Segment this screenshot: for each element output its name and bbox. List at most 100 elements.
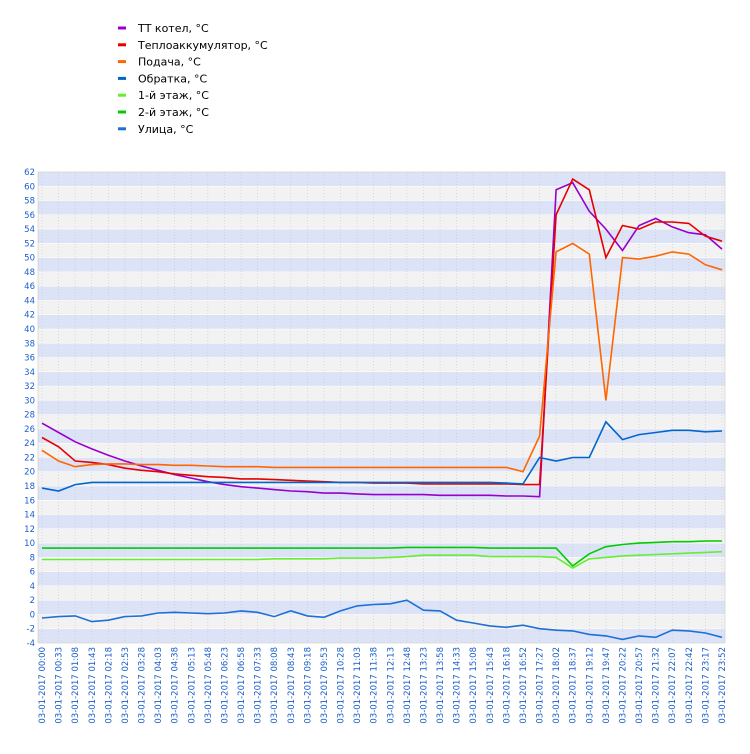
x-tick-label: 03-01-2017 18:02: [552, 647, 562, 724]
x-tick-label: 03-01-2017 05:48: [204, 647, 214, 724]
band: [38, 614, 725, 629]
x-tick-label: 03-01-2017 16:52: [519, 647, 529, 724]
legend-label: 1-й этаж, °С: [138, 89, 209, 102]
series-line: [42, 540, 722, 567]
y-tick-label: 4: [30, 582, 35, 592]
y-tick-label: 46: [24, 282, 35, 292]
y-tick-label: 58: [24, 197, 35, 207]
plot-frame: [37, 171, 726, 644]
y-tick-label: 48: [24, 268, 35, 278]
y-tick-label: -2: [27, 625, 35, 635]
y-tick-label: 8: [30, 553, 35, 563]
y-tick-label: 10: [24, 539, 35, 549]
x-tick-label: 03-01-2017 14:33: [453, 647, 463, 724]
x-tick-label: 03-01-2017 16:18: [502, 647, 512, 724]
x-tick-label: 03-01-2017 19:12: [585, 647, 595, 724]
x-tick-label: 03-01-2017 04:03: [154, 647, 164, 724]
x-tick-label: 03-01-2017 13:58: [436, 647, 446, 724]
band: [38, 286, 725, 301]
y-tick-label: 20: [24, 468, 35, 478]
band: [38, 486, 725, 501]
legend-label: Улица, °С: [138, 123, 194, 136]
x-tick-label: 03-01-2017 00:00: [38, 647, 48, 724]
y-tick-label: -4: [27, 639, 35, 649]
x-tick-label: 03-01-2017 05:13: [187, 647, 197, 724]
y-tick-label: 52: [24, 239, 35, 249]
legend-label: Обратка, °С: [138, 72, 207, 85]
x-tick-label: 03-01-2017 06:58: [237, 647, 247, 724]
x-tick-label: 03-01-2017 01:43: [88, 647, 98, 724]
x-tick-label: 03-01-2017 23:52: [718, 647, 728, 724]
y-tick-label: 0: [30, 610, 35, 620]
x-tick-label: 03-01-2017 11:03: [353, 647, 363, 724]
y-tick-label: 36: [24, 354, 35, 364]
x-tick-label: 03-01-2017 15:08: [469, 647, 479, 724]
band: [38, 357, 725, 372]
x-tick-label: 03-01-2017 22:07: [668, 647, 678, 724]
x-tick-label: 03-01-2017 06:23: [220, 647, 230, 724]
y-tick-label: 24: [24, 439, 35, 449]
band: [38, 557, 725, 572]
band: [38, 528, 725, 544]
y-tick-label: 44: [24, 296, 35, 306]
series-line: [41, 242, 723, 473]
y-tick-label: 30: [24, 396, 35, 406]
band: [38, 514, 725, 529]
band: [38, 428, 725, 444]
x-tick-label: 03-01-2017 11:38: [370, 647, 380, 724]
x-tick-label: 03-01-2017 03:28: [138, 647, 148, 724]
x-tick-label: 03-01-2017 10:28: [337, 647, 347, 724]
series-line: [42, 550, 723, 570]
x-tick-label: 03-01-2017 22:42: [685, 647, 695, 724]
series-line: [41, 181, 723, 498]
x-tick-label: 03-01-2017 02:53: [121, 647, 131, 724]
band: [38, 329, 725, 344]
x-tick-label: 03-01-2017 20:22: [618, 647, 628, 724]
y-tick-label: 6: [30, 568, 35, 578]
legend-label: Теплоаккумулятор, °С: [137, 39, 268, 52]
band: [38, 585, 725, 601]
x-tick-label: 03-01-2017 08:43: [287, 647, 297, 724]
y-tick-label: 16: [24, 496, 35, 506]
y-tick-label: 14: [24, 511, 35, 521]
x-tick-label: 03-01-2017 19:47: [602, 647, 612, 724]
band: [38, 600, 725, 615]
x-tick-label: 03-01-2017 00:33: [55, 647, 65, 724]
y-tick-label: 62: [24, 168, 35, 178]
x-tick-label: 03-01-2017 02:18: [104, 647, 114, 724]
x-tick-label: 03-01-2017 01:08: [71, 647, 81, 724]
x-tick-label: 03-01-2017 18:37: [569, 647, 579, 724]
y-tick-label: 18: [24, 482, 35, 492]
y-tick-label: 50: [24, 254, 35, 264]
y-tick-label: 26: [24, 425, 35, 435]
band: [38, 500, 725, 515]
y-tick-label: 54: [24, 225, 35, 235]
band: [38, 229, 725, 244]
band: [38, 271, 725, 287]
band: [38, 200, 725, 215]
band: [38, 414, 725, 429]
x-tick-label: 03-01-2017 07:33: [254, 647, 264, 724]
x-tick-label: 03-01-2017 09:53: [320, 647, 330, 724]
x-tick-label: 03-01-2017 20:57: [635, 647, 645, 724]
x-tick-label: 03-01-2017 23:17: [701, 647, 711, 724]
x-tick-label: 03-01-2017 09:18: [303, 647, 313, 724]
y-tick-label: 22: [24, 453, 35, 463]
x-tick-label: 03-01-2017 15:43: [486, 647, 496, 724]
band: [38, 172, 725, 187]
band: [38, 314, 725, 329]
band: [38, 628, 725, 643]
y-tick-label: 40: [24, 325, 35, 335]
y-tick-label: 34: [24, 368, 35, 378]
band: [38, 386, 725, 401]
y-tick-label: 38: [24, 339, 35, 349]
band: [38, 343, 725, 358]
band: [38, 371, 725, 387]
x-tick-label: 03-01-2017 13:23: [419, 647, 429, 724]
y-tick-label: 32: [24, 382, 35, 392]
legend-label: ТТ котел, °С: [137, 22, 209, 35]
y-tick-label: 56: [24, 211, 35, 221]
band: [38, 443, 725, 458]
band: [38, 543, 725, 558]
